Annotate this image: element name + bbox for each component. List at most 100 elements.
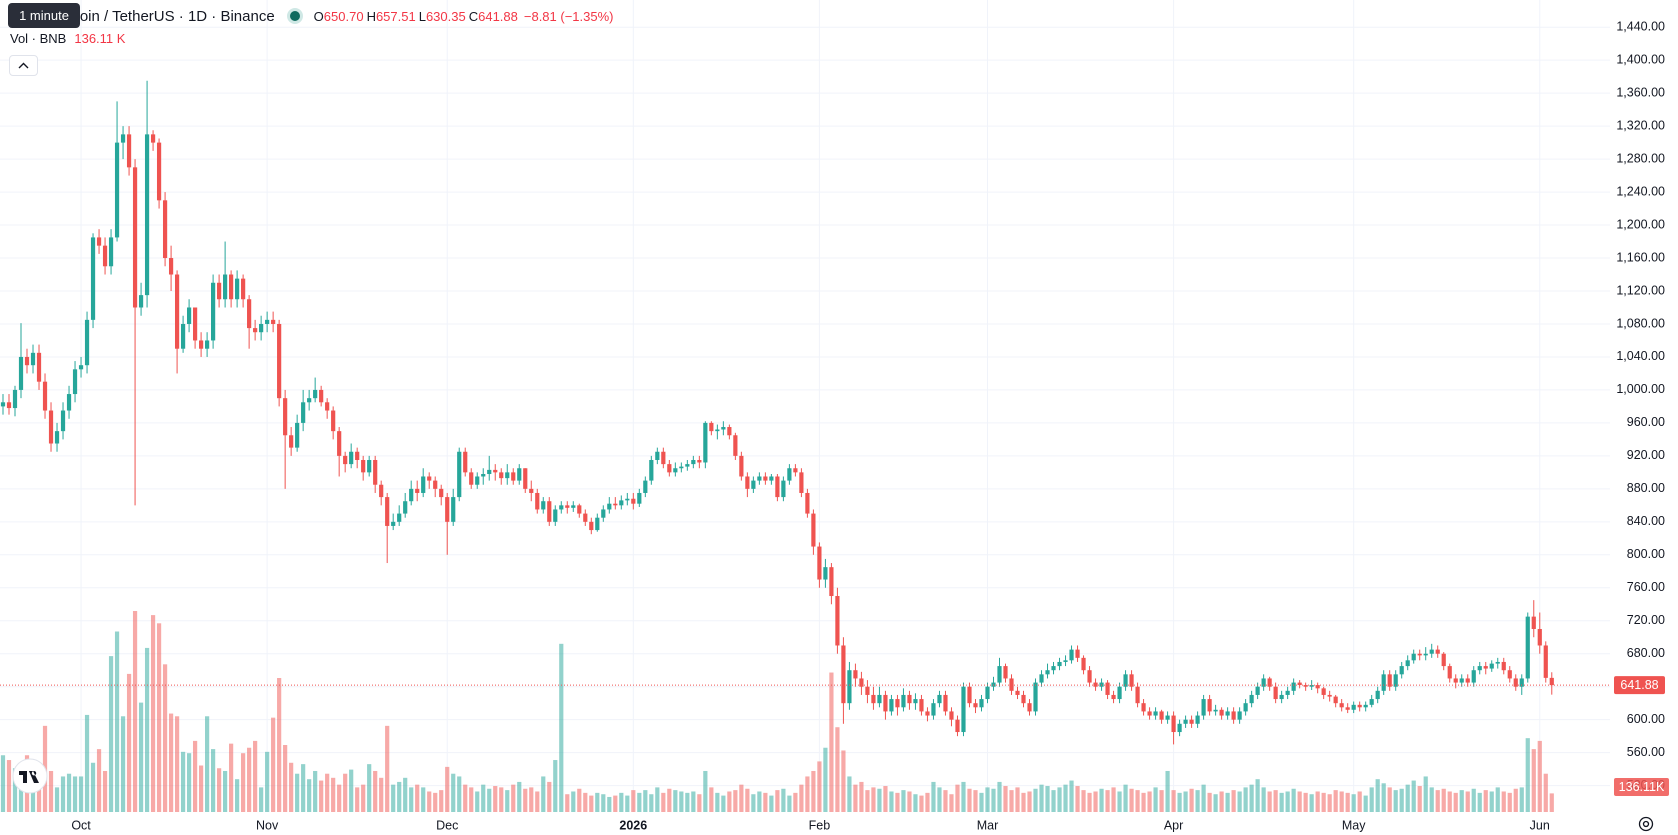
- volume-bar: [811, 770, 816, 812]
- candle-body: [979, 699, 984, 708]
- volume-bar: [379, 777, 384, 812]
- candle-body: [583, 513, 588, 522]
- volume-bar: [919, 795, 924, 812]
- candle-body: [433, 480, 438, 489]
- volume-bar: [84, 714, 90, 812]
- y-tick-label: 1,280.00: [1616, 151, 1665, 165]
- candle-body: [343, 455, 348, 465]
- candle-body: [24, 356, 30, 366]
- candle-body: [1357, 704, 1362, 708]
- volume-bar: [967, 788, 972, 812]
- candle-body: [643, 480, 648, 493]
- volume-bar: [577, 788, 582, 812]
- volume-bar: [253, 740, 258, 812]
- volume-bar: [1525, 738, 1530, 812]
- candle-body: [1213, 709, 1218, 712]
- candle-body: [205, 340, 210, 349]
- volume-bar: [1291, 788, 1296, 812]
- candle-body: [168, 258, 174, 275]
- volume-bar: [373, 770, 378, 812]
- volume-bar: [1057, 787, 1062, 812]
- candle-body: [1093, 682, 1098, 687]
- candle-body: [156, 142, 162, 201]
- candle-body: [427, 476, 432, 481]
- volume-bar: [60, 776, 66, 812]
- candle-body: [78, 365, 84, 370]
- volume-bar: [871, 787, 876, 812]
- candle-body: [1273, 686, 1278, 700]
- x-tick-label: Feb: [809, 818, 831, 832]
- volume-bar: [1165, 770, 1170, 812]
- volume-bar: [1255, 779, 1260, 812]
- volume-bar: [571, 791, 576, 812]
- candle-body: [289, 435, 294, 448]
- volume-bar: [607, 796, 612, 812]
- volume-bar: [1021, 792, 1026, 812]
- candle-body: [739, 455, 744, 477]
- volume-bar: [553, 760, 558, 812]
- candle-body: [0, 402, 6, 407]
- candle-body: [673, 468, 678, 473]
- candle-body: [469, 472, 474, 485]
- settings-icon[interactable]: [1638, 816, 1654, 832]
- volume-bar: [1543, 773, 1548, 812]
- volume-bar: [319, 780, 324, 812]
- volume-bar: [247, 747, 252, 812]
- volume-bar: [1267, 791, 1272, 812]
- header: BNB Coin / TetherUS · 1D · Binance O 650.…: [0, 0, 614, 32]
- candle-body: [174, 274, 180, 349]
- candle-body: [505, 472, 510, 479]
- candle-body: [865, 686, 870, 695]
- volume-bar: [325, 773, 330, 812]
- volume-bar: [1237, 791, 1242, 812]
- collapse-button[interactable]: [9, 55, 38, 76]
- candle-body: [1069, 649, 1074, 661]
- candle-body: [565, 505, 570, 508]
- volume-title: Vol · BNB: [10, 31, 67, 46]
- volume-bar: [661, 792, 666, 812]
- volume-bar: [487, 788, 492, 812]
- candle-body: [1525, 616, 1530, 679]
- volume-bar: [427, 791, 432, 812]
- volume-bar: [721, 795, 726, 812]
- candle-body: [1111, 694, 1116, 700]
- candle-body: [1141, 703, 1146, 712]
- volume-bar: [1003, 786, 1008, 812]
- volume-bar: [66, 773, 72, 812]
- volume-bar: [1339, 791, 1344, 812]
- candle-body: [1207, 699, 1212, 712]
- candle-body: [1189, 719, 1194, 724]
- volume-bar: [997, 781, 1002, 812]
- candle-body: [1489, 663, 1494, 669]
- candle-body: [1015, 690, 1020, 695]
- candle-body: [1171, 715, 1176, 733]
- candle-body: [751, 480, 756, 489]
- volume-bar: [307, 779, 312, 812]
- candle-body: [1117, 686, 1122, 700]
- candle-body: [811, 513, 816, 547]
- volume-bar: [313, 770, 318, 812]
- ohlc-label: H: [366, 8, 376, 24]
- candle-body: [1255, 686, 1260, 695]
- candle-body: [523, 468, 528, 489]
- volume-bar: [1483, 790, 1488, 812]
- y-tick-label: 600.00: [1627, 712, 1665, 726]
- candle-body: [589, 521, 594, 531]
- volume-bar: [277, 678, 282, 812]
- volume-bar: [739, 784, 744, 812]
- y-tick-label: 1,440.00: [1616, 20, 1665, 34]
- candle-body: [475, 476, 480, 485]
- candle-body: [235, 278, 240, 300]
- candle-body: [487, 469, 492, 475]
- y-tick-label: 1,080.00: [1616, 316, 1665, 330]
- candle-body: [397, 513, 402, 522]
- candle-body: [823, 567, 828, 580]
- volume-bar: [289, 762, 294, 812]
- volume-bar: [349, 769, 354, 812]
- volume-bar: [12, 768, 18, 812]
- volume-bar: [1507, 792, 1512, 812]
- volume-bar: [505, 790, 510, 812]
- candle-body: [1507, 670, 1512, 679]
- candle-body: [781, 480, 786, 498]
- gear-inner: [1642, 820, 1650, 828]
